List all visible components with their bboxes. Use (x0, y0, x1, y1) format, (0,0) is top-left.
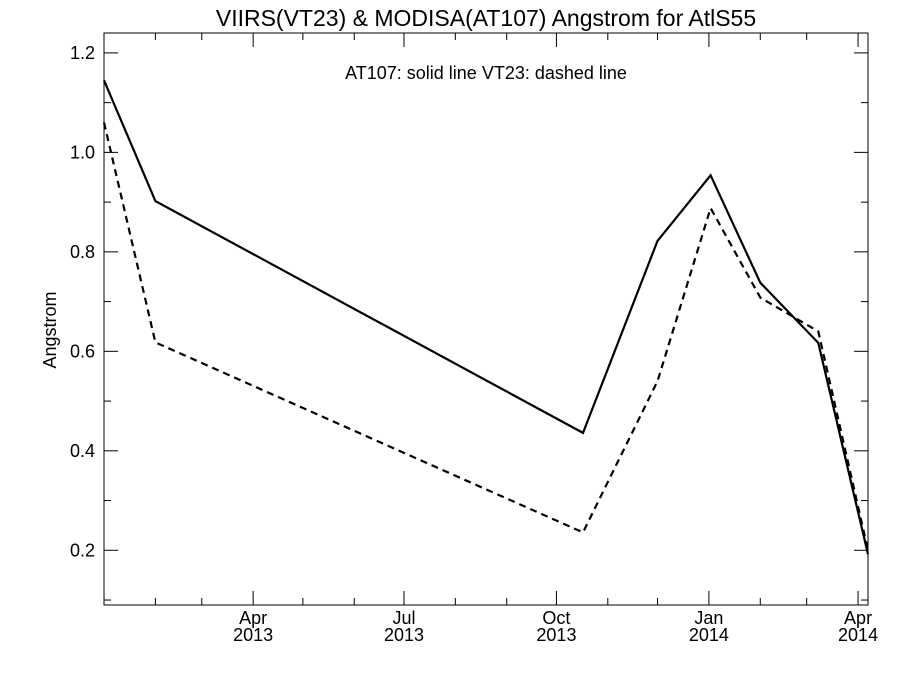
x-tick-label-month: Apr (844, 608, 872, 628)
series-layer (102, 79, 870, 555)
chart-title: VIIRS(VT23) & MODISA(AT107) Angstrom for… (216, 5, 756, 31)
x-tick-label-year: 2014 (838, 625, 878, 645)
chart-annotation: AT107: solid line VT23: dashed line (345, 63, 627, 83)
axis-ticks (104, 33, 868, 605)
x-tick-label-month: Jul (392, 608, 415, 628)
y-tick-label: 0.8 (70, 242, 95, 262)
series-line-vt23 (102, 122, 870, 551)
tick-labels: 0.20.40.60.81.01.2Apr2013Jul2013Oct2013J… (70, 43, 878, 645)
y-tick-label: 1.0 (70, 142, 95, 162)
series-line-at107 (102, 79, 870, 555)
y-tick-label: 0.6 (70, 341, 95, 361)
x-tick-label-year: 2013 (384, 625, 424, 645)
y-axis-label: Angstrom (40, 291, 60, 368)
y-tick-label: 0.2 (70, 540, 95, 560)
x-tick-label-year: 2013 (536, 625, 576, 645)
y-tick-label: 0.4 (70, 441, 95, 461)
y-tick-label: 1.2 (70, 43, 95, 63)
x-tick-label-year: 2014 (689, 625, 729, 645)
x-tick-label-month: Apr (239, 608, 267, 628)
plot-frame (103, 32, 869, 606)
x-tick-label-month: Jan (694, 608, 723, 628)
x-tick-label-month: Oct (542, 608, 570, 628)
x-tick-label-year: 2013 (233, 625, 273, 645)
